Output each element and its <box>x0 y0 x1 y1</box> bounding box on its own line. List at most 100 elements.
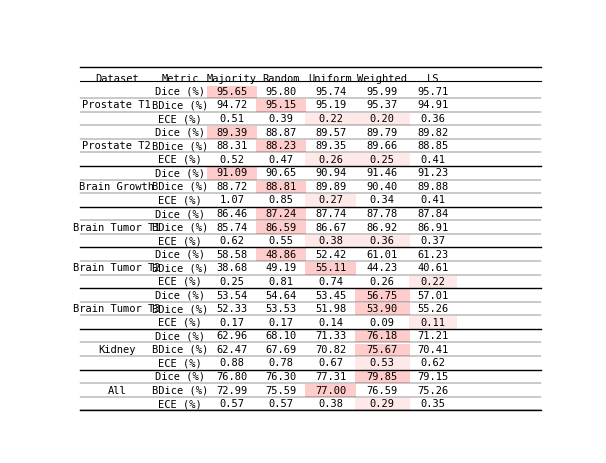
Text: 0.22: 0.22 <box>420 276 445 286</box>
FancyBboxPatch shape <box>355 303 410 316</box>
Text: Brain Tumor T1: Brain Tumor T1 <box>73 222 161 232</box>
Text: Brain Tumor T3: Brain Tumor T3 <box>73 303 161 313</box>
FancyBboxPatch shape <box>355 398 410 410</box>
Text: 0.47: 0.47 <box>268 155 294 164</box>
Text: 0.09: 0.09 <box>370 317 395 327</box>
Text: 85.74: 85.74 <box>216 222 247 232</box>
Text: 72.99: 72.99 <box>216 385 247 394</box>
Text: 70.82: 70.82 <box>315 344 346 354</box>
Text: ECE (%): ECE (%) <box>158 114 202 124</box>
Text: Random: Random <box>262 74 300 83</box>
Text: 0.27: 0.27 <box>318 195 343 205</box>
FancyBboxPatch shape <box>355 289 410 302</box>
Text: BDice (%): BDice (%) <box>152 181 208 192</box>
Text: 0.78: 0.78 <box>268 357 294 368</box>
Text: 75.26: 75.26 <box>417 385 448 394</box>
Text: 71.33: 71.33 <box>315 331 346 340</box>
Text: 91.09: 91.09 <box>216 168 247 178</box>
Text: 89.57: 89.57 <box>315 127 346 138</box>
Text: 0.36: 0.36 <box>420 114 445 124</box>
Text: 95.37: 95.37 <box>367 100 398 110</box>
Text: 87.74: 87.74 <box>315 209 346 219</box>
Text: 58.58: 58.58 <box>216 249 247 259</box>
Text: 88.81: 88.81 <box>265 181 297 192</box>
FancyBboxPatch shape <box>355 330 410 343</box>
Text: BDice (%): BDice (%) <box>152 141 208 151</box>
Text: 88.31: 88.31 <box>216 141 247 151</box>
Text: 70.41: 70.41 <box>417 344 448 354</box>
Text: ECE (%): ECE (%) <box>158 276 202 286</box>
Text: BDice (%): BDice (%) <box>152 385 208 394</box>
Text: BDice (%): BDice (%) <box>152 222 208 232</box>
Text: 87.24: 87.24 <box>265 209 297 219</box>
Text: 52.42: 52.42 <box>315 249 346 259</box>
Text: Dice (%): Dice (%) <box>155 87 205 97</box>
Text: 95.19: 95.19 <box>315 100 346 110</box>
Text: 0.62: 0.62 <box>219 236 244 246</box>
Text: 0.34: 0.34 <box>370 195 395 205</box>
Text: 75.59: 75.59 <box>265 385 297 394</box>
Text: 44.23: 44.23 <box>367 263 398 273</box>
Text: 0.29: 0.29 <box>370 398 395 408</box>
Text: Weighted: Weighted <box>357 74 407 83</box>
FancyBboxPatch shape <box>305 263 356 275</box>
FancyBboxPatch shape <box>355 154 410 167</box>
Text: 90.94: 90.94 <box>315 168 346 178</box>
Text: BDice (%): BDice (%) <box>152 344 208 354</box>
Text: All: All <box>107 385 126 394</box>
Text: 0.41: 0.41 <box>420 155 445 164</box>
Text: 0.39: 0.39 <box>268 114 294 124</box>
Text: 0.38: 0.38 <box>318 236 343 246</box>
Text: Brain Tumor T2: Brain Tumor T2 <box>73 263 161 273</box>
Text: 0.37: 0.37 <box>420 236 445 246</box>
Text: Prostate T2: Prostate T2 <box>82 141 152 151</box>
Text: Dice (%): Dice (%) <box>155 331 205 340</box>
Text: ECE (%): ECE (%) <box>158 195 202 205</box>
FancyBboxPatch shape <box>207 168 257 180</box>
Text: 53.90: 53.90 <box>367 303 398 313</box>
Text: 57.01: 57.01 <box>417 290 448 300</box>
Text: 68.10: 68.10 <box>265 331 297 340</box>
Text: 77.00: 77.00 <box>315 385 346 394</box>
Text: 53.54: 53.54 <box>216 290 247 300</box>
Text: Dice (%): Dice (%) <box>155 127 205 138</box>
Text: BDice (%): BDice (%) <box>152 263 208 273</box>
Text: BDice (%): BDice (%) <box>152 303 208 313</box>
Text: 0.57: 0.57 <box>219 398 244 408</box>
Text: 87.78: 87.78 <box>367 209 398 219</box>
Text: 95.74: 95.74 <box>315 87 346 97</box>
Text: 86.59: 86.59 <box>265 222 297 232</box>
Text: 86.46: 86.46 <box>216 209 247 219</box>
Text: 52.33: 52.33 <box>216 303 247 313</box>
Text: 86.91: 86.91 <box>417 222 448 232</box>
Text: Uniform: Uniform <box>308 74 353 83</box>
Text: 88.23: 88.23 <box>265 141 297 151</box>
Text: 71.21: 71.21 <box>417 331 448 340</box>
Text: 89.79: 89.79 <box>367 127 398 138</box>
Text: 90.40: 90.40 <box>367 181 398 192</box>
Text: 79.15: 79.15 <box>417 371 448 381</box>
Text: ECE (%): ECE (%) <box>158 357 202 368</box>
Text: 55.11: 55.11 <box>315 263 346 273</box>
FancyBboxPatch shape <box>355 113 410 126</box>
FancyBboxPatch shape <box>408 317 457 329</box>
Text: 0.88: 0.88 <box>219 357 244 368</box>
Text: 0.17: 0.17 <box>219 317 244 327</box>
Text: 0.17: 0.17 <box>268 317 294 327</box>
FancyBboxPatch shape <box>207 87 257 99</box>
FancyBboxPatch shape <box>305 154 356 167</box>
FancyBboxPatch shape <box>355 357 410 370</box>
Text: 56.75: 56.75 <box>367 290 398 300</box>
Text: 76.18: 76.18 <box>367 331 398 340</box>
Text: 91.46: 91.46 <box>367 168 398 178</box>
Text: Majority: Majority <box>207 74 257 83</box>
FancyBboxPatch shape <box>207 127 257 139</box>
Text: Dice (%): Dice (%) <box>155 290 205 300</box>
Text: Brain Growth: Brain Growth <box>79 181 155 192</box>
Text: 0.81: 0.81 <box>268 276 294 286</box>
Text: Dice (%): Dice (%) <box>155 371 205 381</box>
Text: 0.14: 0.14 <box>318 317 343 327</box>
Text: 0.26: 0.26 <box>318 155 343 164</box>
Text: ECE (%): ECE (%) <box>158 317 202 327</box>
Text: 0.74: 0.74 <box>318 276 343 286</box>
